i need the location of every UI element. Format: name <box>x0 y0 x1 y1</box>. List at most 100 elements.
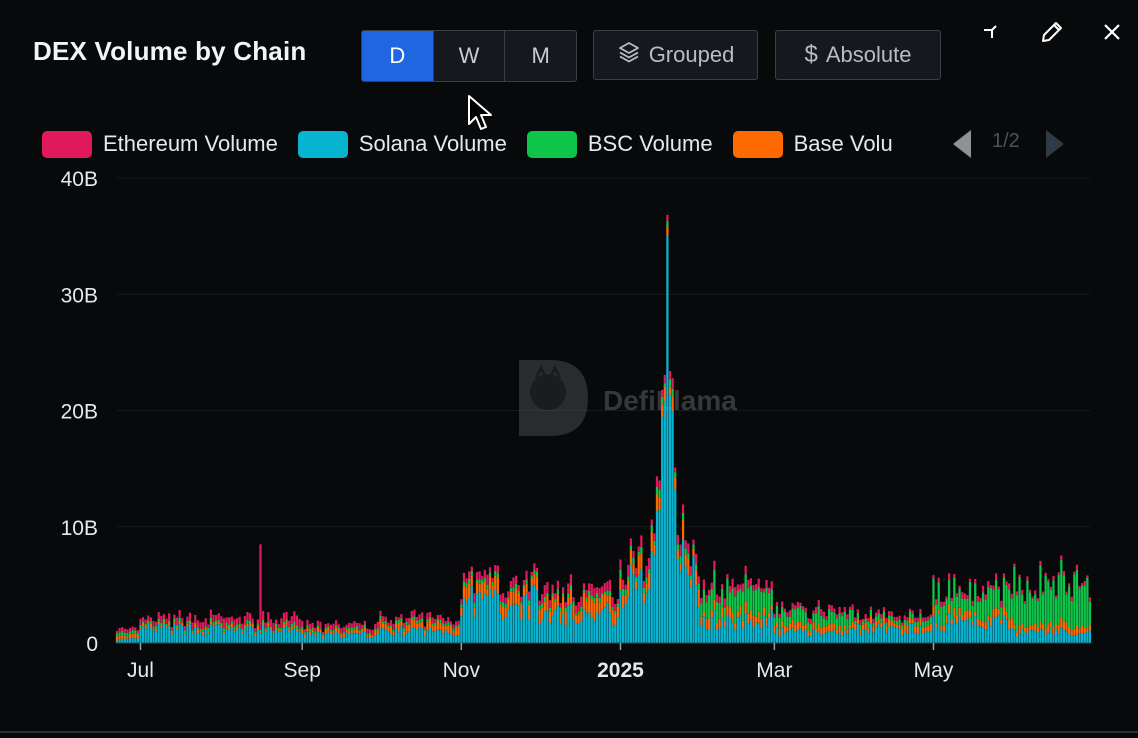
bar-segment <box>757 587 760 612</box>
legend-item-bsc[interactable]: BSC Volume <box>526 130 713 158</box>
bar-segment <box>141 621 145 624</box>
bar-segment <box>783 633 786 643</box>
legend-item-solana[interactable]: Solana Volume <box>297 130 507 158</box>
bar-segment <box>340 638 343 643</box>
bar-segment <box>880 618 883 623</box>
bar-segment <box>762 588 766 593</box>
bar-segment <box>650 531 653 552</box>
bar-segment <box>801 625 805 631</box>
bar-segment <box>768 612 771 618</box>
bar-segment <box>1010 618 1013 628</box>
bar-segment <box>679 556 682 563</box>
bar-segment <box>723 598 726 608</box>
bar-segment <box>739 614 742 643</box>
bar-segment <box>157 621 160 624</box>
minimize-icon[interactable] <box>972 14 1008 50</box>
bar-segment <box>491 581 494 586</box>
bar-segment <box>243 628 246 643</box>
bar-segment <box>799 605 802 622</box>
grouped-button[interactable]: Grouped <box>593 30 758 80</box>
legend-item-base[interactable]: Base Volu <box>732 130 893 158</box>
bar-segment <box>1073 574 1076 629</box>
close-icon[interactable] <box>1094 14 1130 50</box>
bar-segment <box>833 624 836 630</box>
bar-segment <box>627 596 630 643</box>
bar-segment <box>418 627 421 643</box>
bar-segment <box>426 630 429 643</box>
bar-segment <box>948 604 951 614</box>
bar-segment <box>606 581 609 591</box>
bar-segment <box>702 579 706 590</box>
bar-segment <box>381 621 385 624</box>
bar-segment <box>201 622 205 630</box>
bar-segment <box>342 636 346 643</box>
bar-segment <box>1036 627 1039 633</box>
legend-prev-button[interactable] <box>952 128 972 160</box>
edit-icon[interactable] <box>1034 14 1070 50</box>
bar-segment <box>919 618 922 626</box>
legend-next-button[interactable] <box>1045 128 1065 160</box>
bar-segment <box>817 622 820 631</box>
bar-segment <box>1070 635 1073 643</box>
bar-segment <box>285 621 288 625</box>
bar-segment <box>345 629 348 633</box>
bar-segment <box>953 617 956 643</box>
bar-segment <box>235 624 239 628</box>
bar-segment <box>671 378 674 389</box>
bar-segment <box>908 623 912 643</box>
bar-segment <box>183 626 186 631</box>
bar-segment <box>895 624 899 628</box>
bar-segment <box>530 585 533 643</box>
bar-segment <box>204 629 207 643</box>
bar-segment <box>1039 565 1042 622</box>
granularity-weekly-button[interactable]: W <box>432 31 505 81</box>
granularity-monthly-button[interactable]: M <box>504 31 576 81</box>
bar-segment <box>134 630 137 634</box>
bar-segment <box>726 578 729 606</box>
bar-segment <box>726 614 729 643</box>
legend-label: BSC Volume <box>587 131 713 156</box>
y-tick-label: 30B <box>61 284 98 307</box>
bar-segment <box>859 629 862 635</box>
bar-segment <box>473 593 476 603</box>
bar-segment <box>799 628 802 643</box>
bar-segment <box>976 601 979 619</box>
bar-segment <box>629 564 633 643</box>
bar-segment <box>966 599 969 611</box>
bar-segment <box>872 618 875 623</box>
bar-segment <box>843 630 846 643</box>
bar-segment <box>1002 577 1006 607</box>
bar-segment <box>288 631 291 643</box>
bar-segment <box>348 630 351 634</box>
bar-segment <box>311 622 314 628</box>
bar-segment <box>251 618 254 624</box>
absolute-button[interactable]: $ Absolute <box>775 30 941 80</box>
legend-item-ethereum[interactable]: Ethereum Volume <box>42 130 278 158</box>
bar-segment <box>791 608 794 620</box>
bar-segment <box>585 601 588 613</box>
bar-segment <box>760 592 763 619</box>
bar-segment <box>144 619 147 624</box>
bar-segment <box>1073 571 1076 575</box>
bar-segment <box>1062 575 1066 622</box>
bar-segment <box>708 595 711 619</box>
bar-segment <box>809 618 813 624</box>
bar-segment <box>118 638 121 643</box>
bar-segment <box>901 635 904 643</box>
bar-segment <box>118 635 121 639</box>
bar-segment <box>134 638 137 643</box>
bar-segment <box>212 623 215 626</box>
bar-segment <box>859 634 862 643</box>
bar-segment <box>334 627 338 632</box>
bar-segment <box>694 585 698 643</box>
bar-segment <box>872 622 875 627</box>
bar-segment <box>1088 624 1092 631</box>
granularity-daily-button[interactable]: D <box>362 31 433 81</box>
bar-segment <box>507 609 510 643</box>
bar-segment <box>940 626 943 631</box>
bar-segment <box>1023 601 1026 604</box>
bar-segment <box>580 610 583 621</box>
bar-segment <box>903 619 906 625</box>
bar-segment <box>256 619 259 625</box>
bar-segment <box>355 628 359 634</box>
